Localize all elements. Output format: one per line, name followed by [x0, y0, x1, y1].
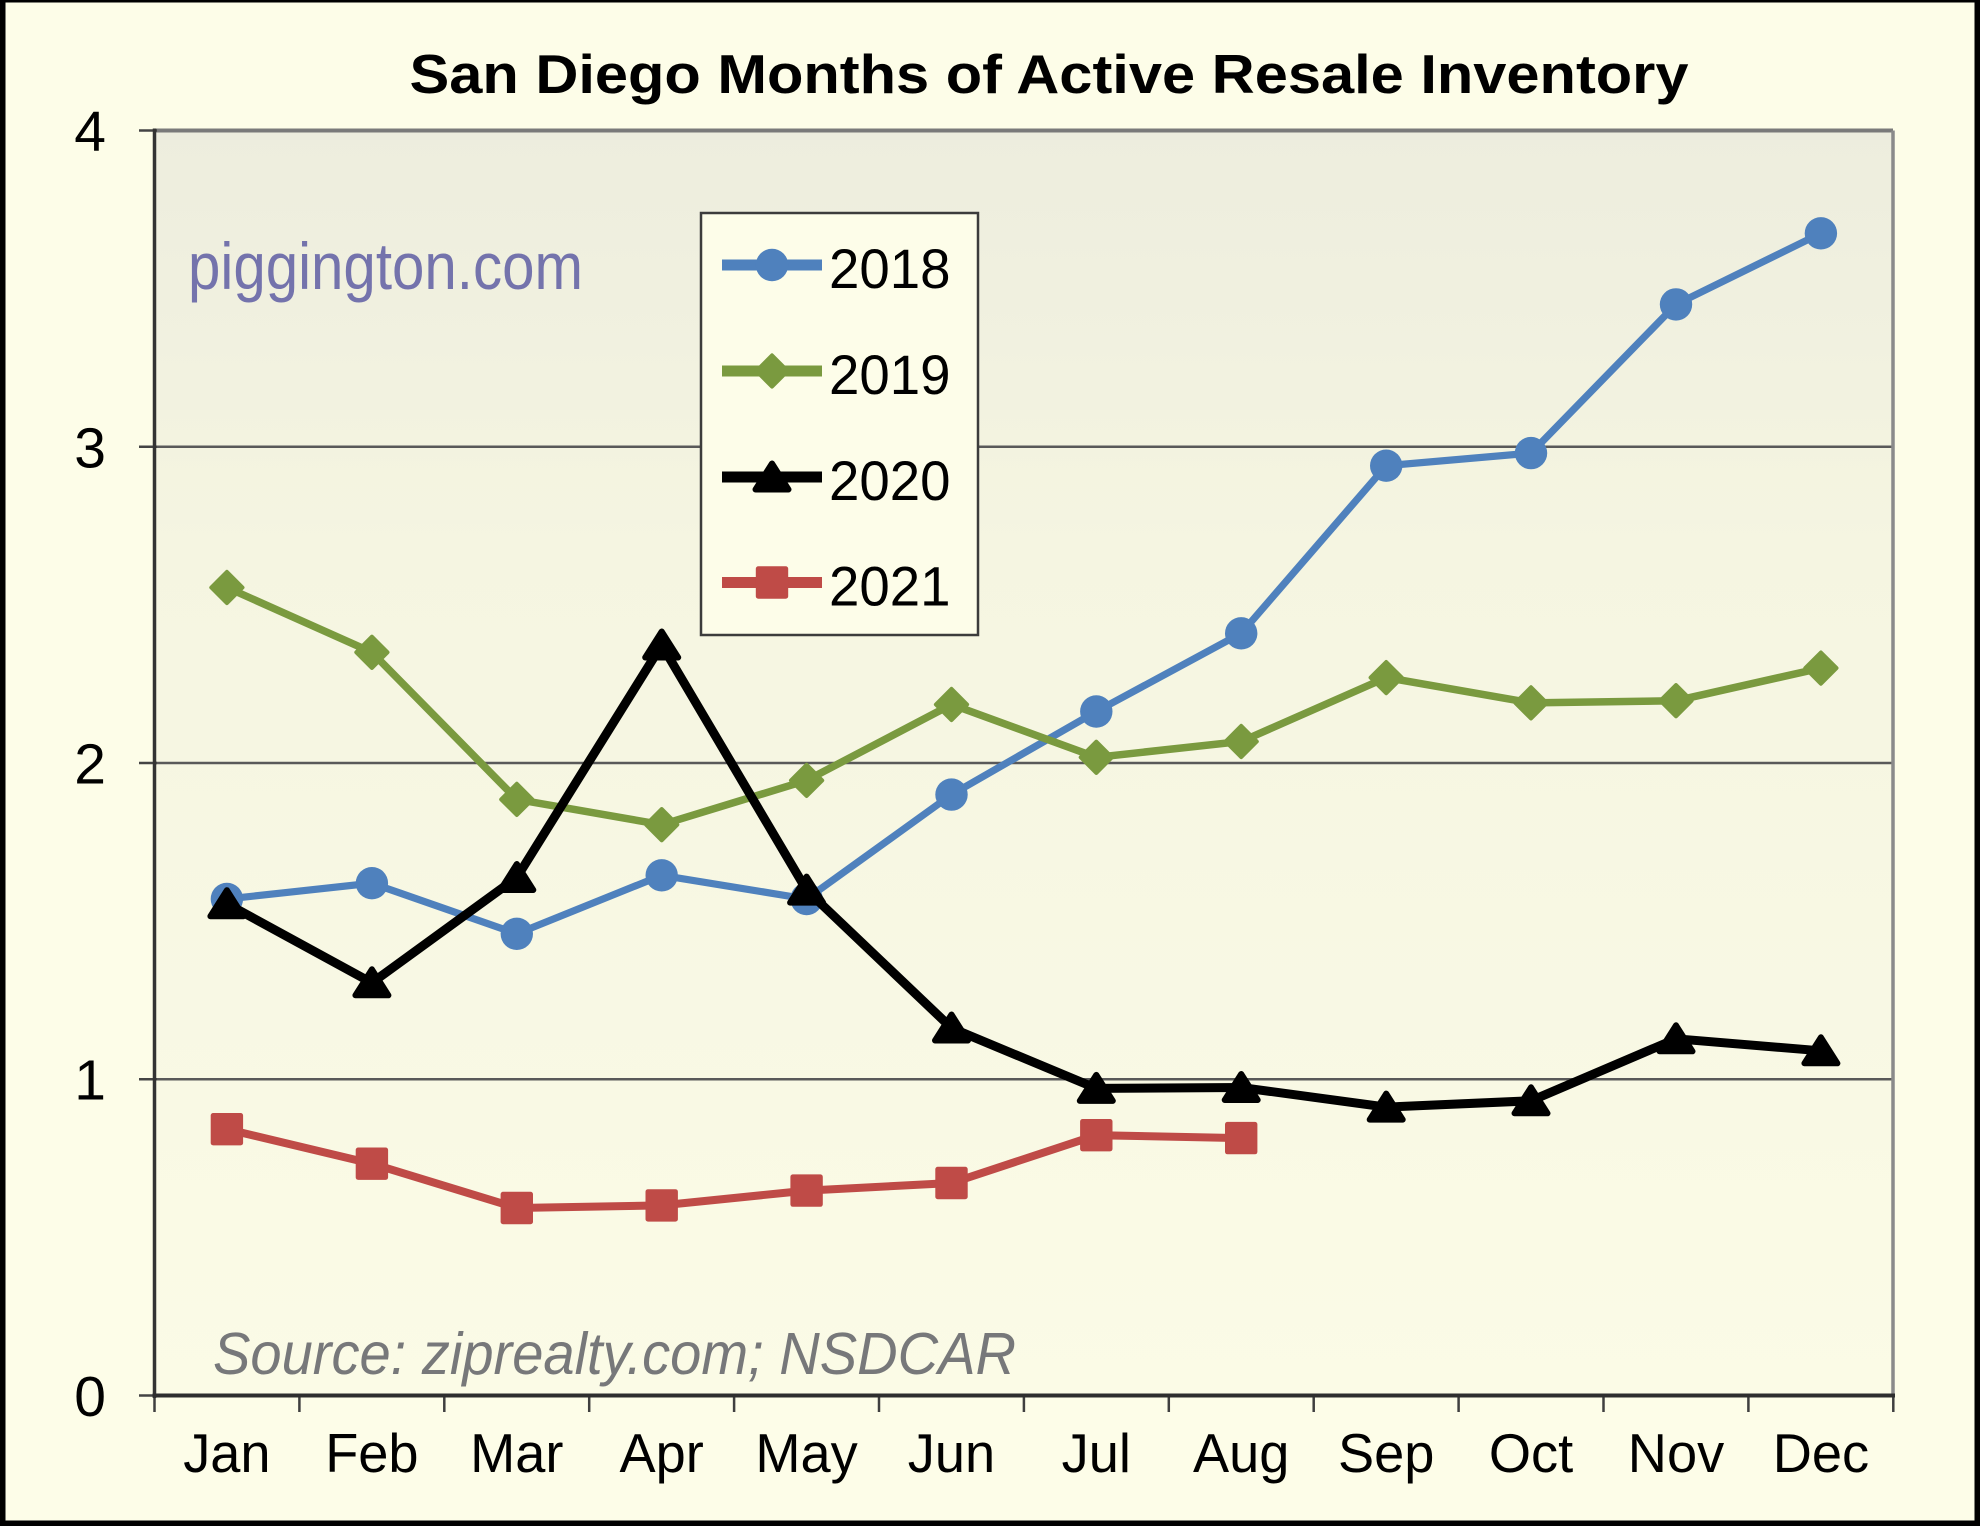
svg-text:2020: 2020 — [829, 449, 951, 512]
svg-text:Apr: Apr — [620, 1422, 704, 1484]
svg-text:Source: ziprealty.com; NSDCAR: Source: ziprealty.com; NSDCAR — [213, 1321, 1016, 1387]
svg-text:Dec: Dec — [1773, 1422, 1869, 1484]
svg-text:0: 0 — [74, 1365, 106, 1429]
svg-text:4: 4 — [74, 100, 106, 164]
svg-text:San Diego Months of Active Res: San Diego Months of Active Resale Invent… — [410, 43, 1689, 105]
svg-text:Oct: Oct — [1489, 1422, 1573, 1484]
svg-text:Sep: Sep — [1338, 1422, 1434, 1484]
svg-text:Jul: Jul — [1062, 1422, 1131, 1484]
svg-text:piggington.com: piggington.com — [188, 229, 583, 303]
svg-text:Aug: Aug — [1193, 1422, 1289, 1484]
svg-text:1: 1 — [74, 1049, 106, 1113]
svg-text:Jan: Jan — [183, 1422, 270, 1484]
svg-text:2: 2 — [74, 733, 106, 797]
svg-text:2019: 2019 — [829, 343, 951, 406]
svg-text:Jun: Jun — [908, 1422, 995, 1484]
svg-text:3: 3 — [74, 416, 106, 480]
svg-text:2018: 2018 — [829, 237, 951, 300]
svg-text:May: May — [755, 1422, 858, 1484]
svg-text:2021: 2021 — [829, 555, 951, 618]
svg-text:Feb: Feb — [325, 1422, 418, 1484]
svg-text:Mar: Mar — [470, 1422, 563, 1484]
svg-text:Nov: Nov — [1628, 1422, 1725, 1484]
